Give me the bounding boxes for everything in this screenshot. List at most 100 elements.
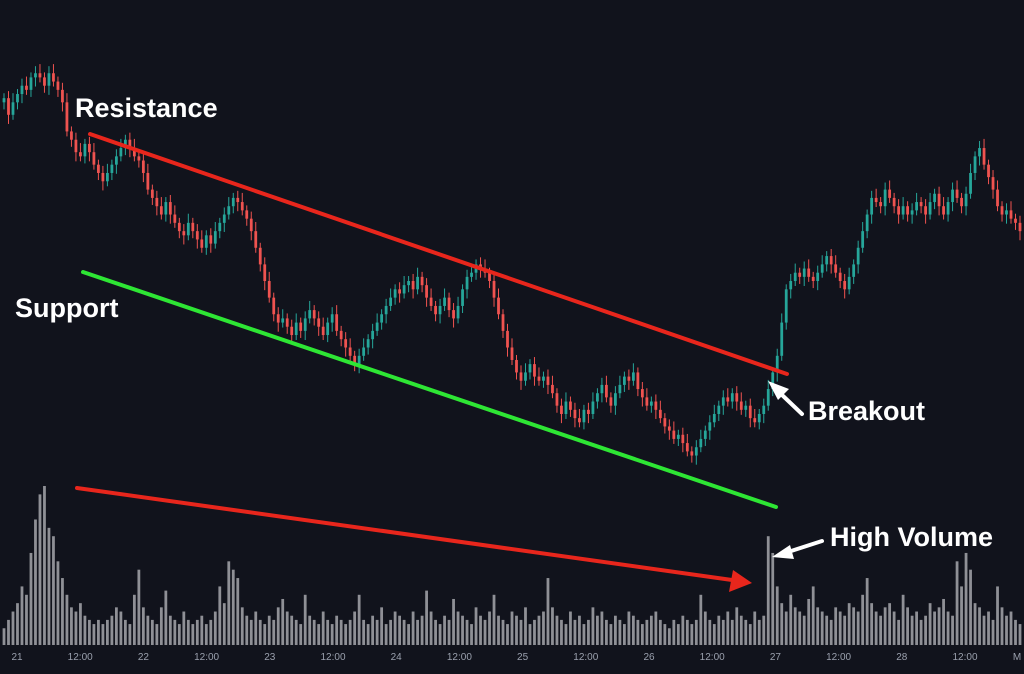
candle: [254, 222, 258, 253]
volume-bar: [784, 611, 788, 645]
candle: [150, 184, 154, 205]
candle: [101, 165, 105, 191]
candle: [564, 392, 568, 419]
candle: [865, 209, 869, 239]
candle-body: [34, 73, 37, 78]
candle: [330, 307, 334, 332]
candle-body: [492, 281, 496, 298]
candle: [416, 267, 419, 295]
volume-bar: [79, 603, 82, 645]
candle: [735, 386, 739, 411]
candle: [1018, 215, 1022, 241]
candle: [357, 348, 361, 374]
volume-bar: [883, 607, 887, 645]
volume-bar: [1014, 619, 1017, 645]
candle-body: [811, 276, 815, 282]
volume-bar: [667, 628, 671, 645]
candle: [65, 93, 69, 137]
candle: [159, 197, 163, 220]
candle-body: [735, 393, 739, 402]
candle-body: [398, 289, 402, 294]
candle: [43, 72, 46, 93]
volume-bar: [308, 615, 312, 645]
volume-bar: [852, 607, 856, 645]
candle-body: [416, 276, 419, 290]
candle-body: [708, 422, 712, 431]
candle: [501, 309, 505, 338]
candle-body: [762, 405, 766, 414]
volume-bar: [551, 607, 554, 645]
candle-body: [802, 268, 806, 277]
candle: [587, 402, 590, 424]
candle: [933, 188, 936, 210]
candle-body: [132, 148, 136, 157]
candle: [551, 375, 554, 399]
candle-body: [456, 305, 460, 319]
candle: [537, 367, 541, 386]
volume-bar: [721, 619, 725, 645]
volume-bar: [299, 624, 303, 645]
volume-bar: [528, 624, 532, 645]
volume-bar: [506, 624, 509, 645]
candle: [258, 242, 262, 272]
volume-bar: [861, 594, 865, 645]
candle-body: [465, 276, 469, 290]
x-tick-label: 12:00: [67, 652, 93, 663]
candle-body: [1000, 206, 1004, 215]
candle-body: [434, 305, 437, 315]
candle-body: [609, 397, 613, 406]
volume-bar: [456, 611, 460, 645]
candle-body: [721, 397, 725, 406]
volume-bar: [204, 624, 208, 645]
volume-bar: [438, 624, 442, 645]
volume-bar: [339, 619, 343, 645]
volume-bar: [254, 611, 258, 645]
volume-bar: [128, 624, 132, 645]
candle-body: [47, 73, 51, 86]
volume-bar: [807, 598, 811, 645]
volume-bar: [951, 615, 954, 645]
volume-bar: [191, 624, 195, 645]
candle: [465, 269, 469, 299]
volume-bar: [717, 615, 721, 645]
candle: [38, 64, 42, 83]
x-tick-label: 12:00: [699, 652, 725, 663]
candle-body: [70, 131, 73, 140]
candle: [110, 159, 114, 181]
volume-bar: [312, 619, 316, 645]
candle-body: [366, 339, 370, 348]
candle: [721, 390, 725, 415]
volume-bar: [649, 615, 653, 645]
resistance-label: Resistance: [75, 93, 218, 123]
candle: [303, 311, 307, 341]
candle-body: [7, 98, 10, 115]
high-volume-arrow: [772, 539, 824, 559]
volume-bar: [735, 607, 739, 645]
candle-body: [640, 389, 644, 398]
candle-body: [816, 272, 820, 282]
volume-bar: [685, 619, 689, 645]
volume-bar: [434, 619, 437, 645]
candle: [398, 282, 402, 303]
candle: [874, 188, 878, 208]
candle-body: [236, 197, 240, 203]
volume-bar: [897, 619, 901, 645]
volume-bar: [425, 590, 428, 645]
candle-body: [807, 268, 811, 277]
volume-bar: [213, 611, 217, 645]
candle-body: [321, 326, 325, 336]
candle-body: [2, 98, 6, 103]
candle-body: [146, 172, 150, 190]
volume-bar: [474, 607, 478, 645]
candle: [56, 76, 60, 97]
candle: [335, 305, 339, 336]
candle: [753, 409, 757, 428]
candle-body: [411, 281, 415, 290]
volume-bar: [159, 607, 163, 645]
candle: [946, 197, 950, 222]
candle-body: [605, 384, 608, 398]
candle-body: [879, 202, 883, 207]
candle: [312, 305, 316, 326]
volume-bar: [942, 598, 945, 645]
candle: [92, 143, 96, 170]
